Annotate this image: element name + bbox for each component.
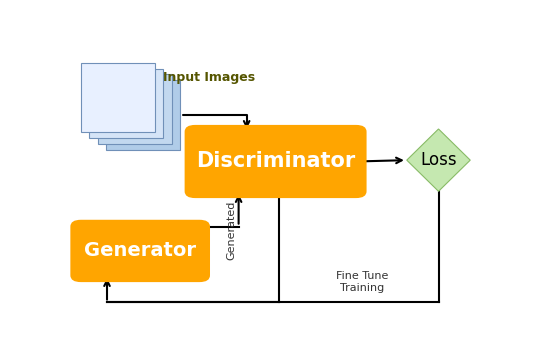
Text: Fine Tune
Training: Fine Tune Training xyxy=(336,271,389,293)
Text: Discriminator: Discriminator xyxy=(196,151,355,171)
Text: Loss: Loss xyxy=(420,151,457,169)
FancyBboxPatch shape xyxy=(185,125,366,198)
FancyBboxPatch shape xyxy=(98,75,172,144)
FancyBboxPatch shape xyxy=(106,81,180,150)
FancyBboxPatch shape xyxy=(90,69,163,138)
Text: Input Images: Input Images xyxy=(163,71,256,84)
Text: Generated: Generated xyxy=(226,201,236,260)
Polygon shape xyxy=(407,129,470,191)
Text: Generator: Generator xyxy=(84,241,196,260)
FancyBboxPatch shape xyxy=(70,220,210,282)
FancyBboxPatch shape xyxy=(81,63,155,132)
